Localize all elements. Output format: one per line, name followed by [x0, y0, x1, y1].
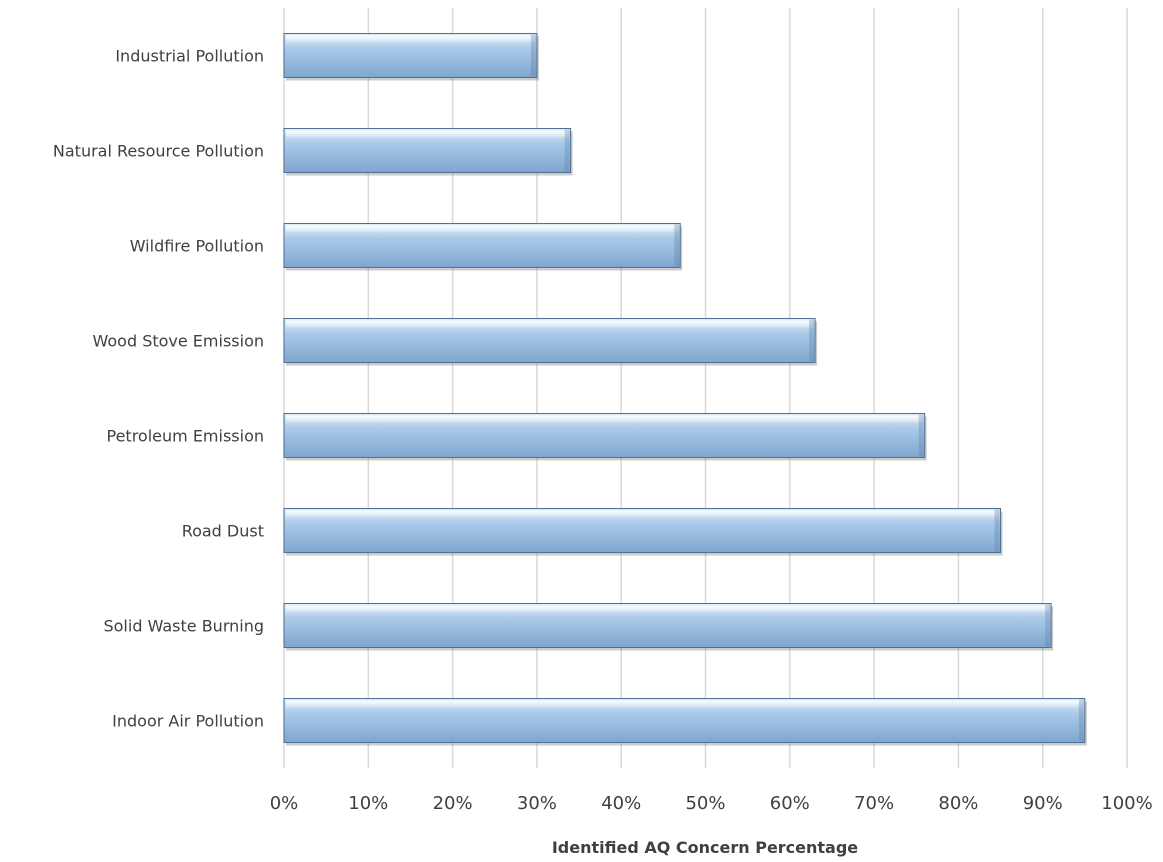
x-tick-label: 40% [601, 793, 641, 814]
bar-3 [283, 318, 818, 366]
category-label: Industrial Pollution [115, 47, 264, 66]
bar-bevel [286, 415, 923, 424]
bars [283, 33, 1087, 746]
bar-endcap [674, 224, 680, 267]
x-tick-label: 30% [517, 793, 557, 814]
bar-endcap [1078, 699, 1084, 742]
x-tick-label: 80% [938, 793, 978, 814]
category-label: Natural Resource Pollution [53, 142, 264, 161]
x-tick-label: 10% [348, 793, 388, 814]
bar-bevel [286, 605, 1050, 614]
category-label: Wood Stove Emission [92, 332, 264, 351]
x-tick-label: 0% [270, 793, 299, 814]
bar-bevel [286, 320, 814, 329]
x-tick-label: 70% [854, 793, 894, 814]
gridlines [283, 8, 1128, 768]
x-tick-labels: 0% 10% 20% 30% 40% 50% 60% 70% 80% 90% 100% [270, 793, 1153, 814]
category-label: Solid Waste Burning [103, 617, 264, 636]
x-tick-label: 100% [1101, 793, 1152, 814]
bar-endcap [918, 414, 924, 457]
bar-0 [283, 33, 539, 81]
category-labels: Industrial Pollution Natural Resource Pol… [53, 47, 264, 731]
bar-endcap [994, 509, 1000, 552]
category-label: Indoor Air Pollution [112, 712, 264, 731]
category-label: Wildfire Pollution [130, 237, 264, 256]
bar-bevel [286, 35, 535, 44]
bar-2 [283, 223, 683, 271]
x-tick-label: 50% [685, 793, 725, 814]
bar-6 [283, 603, 1054, 651]
x-axis-title: Identified AQ Concern Percentage [552, 838, 858, 857]
x-tick-label: 20% [433, 793, 473, 814]
bar-bevel [286, 130, 569, 139]
bar-endcap [530, 34, 536, 77]
bar-5 [283, 508, 1003, 556]
bar-endcap [809, 319, 815, 362]
bar-bevel [286, 700, 1083, 709]
bar-7 [283, 698, 1087, 746]
bar-endcap [1045, 604, 1051, 647]
x-tick-label: 90% [1023, 793, 1063, 814]
category-label: Road Dust [182, 522, 264, 541]
x-tick-label: 60% [770, 793, 810, 814]
bar-bevel [286, 225, 679, 234]
bar-1 [283, 128, 573, 176]
bar-4 [283, 413, 927, 461]
bar-bevel [286, 510, 999, 519]
category-label: Petroleum Emission [107, 427, 265, 446]
bar-endcap [564, 129, 570, 172]
